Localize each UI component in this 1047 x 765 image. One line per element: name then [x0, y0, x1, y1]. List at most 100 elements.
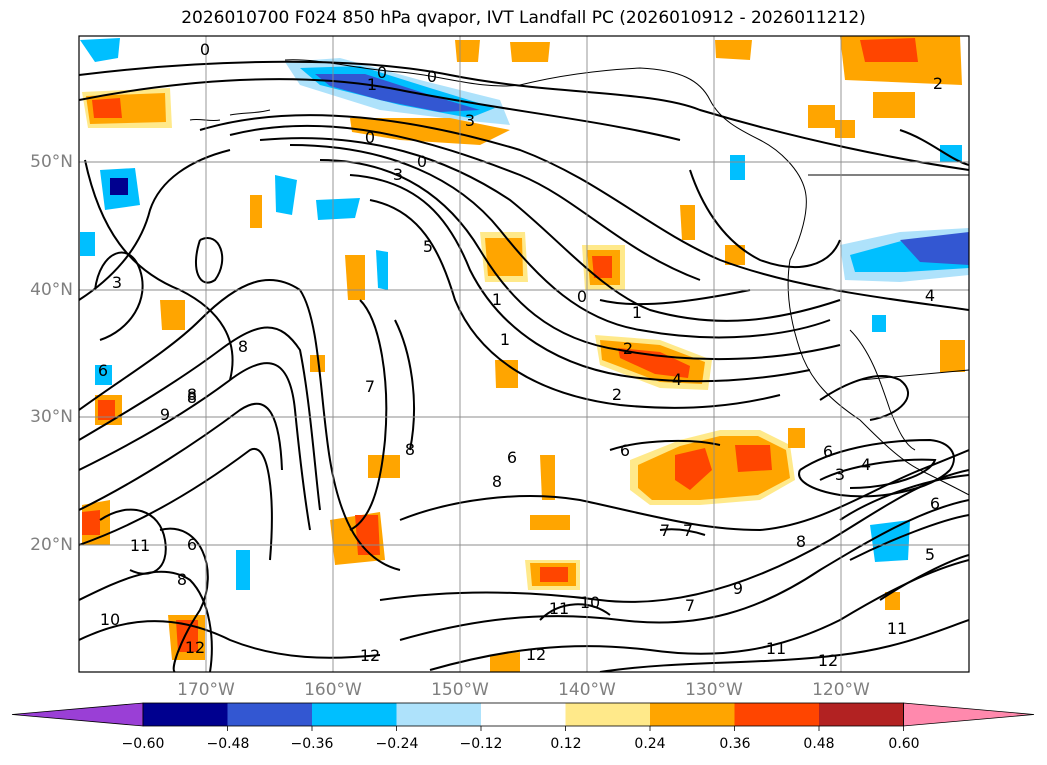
lon-label-150w: 150°W: [431, 680, 489, 700]
neg-patch: [940, 145, 962, 162]
lon-label-160w: 160°W: [304, 680, 362, 700]
contour-label: 8: [238, 337, 248, 356]
contour-label: 7: [683, 521, 693, 540]
contour-line: [539, 603, 611, 621]
contour-label: 12: [818, 651, 838, 670]
neg-patch: [95, 365, 112, 385]
colorbar-extend-min: [11, 702, 144, 727]
colorbar-segment: [227, 703, 313, 726]
pos-patch: [860, 38, 918, 62]
pos-patch: [530, 515, 570, 530]
lat-label-30n: 30°N: [30, 407, 73, 427]
contour-label: 6: [187, 535, 197, 554]
contour-lines-layer: [79, 60, 969, 672]
contour-line: [79, 402, 283, 511]
contour-label: 10: [100, 610, 120, 629]
contour-label: 6: [823, 442, 833, 461]
contour-line: [819, 458, 937, 489]
contour-label: 8: [187, 388, 197, 407]
contour-line: [879, 554, 969, 601]
contour-label: 12: [185, 638, 205, 657]
lon-label-120w: 120°W: [812, 680, 870, 700]
contour-label: 7: [660, 521, 670, 540]
pos-patch: [618, 348, 690, 378]
pos-patch: [345, 255, 365, 300]
contour-label: 11: [766, 639, 786, 658]
colorbar-tick-label: 0.24: [634, 736, 666, 752]
contour-line: [195, 237, 224, 284]
contour-label: 3: [465, 111, 475, 130]
contour-line: [379, 469, 969, 603]
border-us-mexico: [859, 369, 969, 381]
pos-patch: [98, 400, 115, 420]
coastline-islands: [189, 109, 271, 122]
contour-line: [394, 319, 415, 451]
colorbar-tick-label: −0.24: [375, 736, 419, 752]
neg-patch: [376, 250, 388, 290]
contour-label: 0: [427, 67, 437, 86]
contour-label: 6: [930, 494, 940, 513]
contour-label: 11: [549, 599, 569, 618]
contour-line: [899, 129, 969, 166]
lon-label-140w: 140°W: [558, 680, 616, 700]
contour-label: 4: [925, 286, 935, 305]
contour-label: 9: [733, 579, 743, 598]
contour-line: [79, 326, 321, 511]
contour-line: [659, 528, 706, 536]
colorbar-segment: [143, 703, 228, 726]
pos-patch: [92, 98, 122, 118]
contour-line: [369, 199, 781, 409]
coastline-layer: [189, 59, 969, 496]
colorbar-segment: [396, 703, 482, 726]
pos-patch: [455, 40, 480, 62]
pos-patch: [715, 40, 752, 60]
contour-label: 3: [112, 273, 122, 292]
contour-line: [289, 144, 831, 339]
neg-patch: [872, 315, 886, 332]
contour-label: 2: [933, 74, 943, 93]
coastline-alaska: [284, 59, 969, 496]
contour-label: 10: [580, 593, 600, 612]
neg-patch: [275, 175, 297, 215]
contour-label: 0: [365, 128, 375, 147]
contour-line: [609, 439, 721, 451]
contour-line: [349, 299, 388, 531]
pos-patch: [82, 510, 100, 535]
lon-label-130w: 130°W: [685, 680, 743, 700]
colorbar-tick-label: −0.48: [206, 736, 250, 752]
contour-line: [319, 159, 841, 361]
colorbar-segment: [565, 703, 651, 726]
colorbar-tick-label: 0.48: [803, 736, 835, 752]
pos-patch: [510, 42, 550, 62]
contour-label: 7: [365, 377, 375, 396]
contour-label: 9: [160, 405, 170, 424]
pos-patch: [540, 455, 555, 500]
contour-label: 1: [500, 330, 510, 349]
pos-patch: [592, 256, 612, 278]
contour-line: [798, 438, 955, 498]
contour-label: 3: [393, 165, 403, 184]
contour-label: 8: [796, 532, 806, 551]
contour-line: [79, 620, 381, 659]
colorbar-frame: [142, 702, 904, 727]
contour-label: 6: [507, 448, 517, 467]
neg-patch: [236, 550, 250, 590]
contour-line: [259, 137, 841, 322]
contour-label: 0: [417, 152, 427, 171]
pos-patch: [680, 205, 695, 240]
pos-patch: [495, 360, 518, 388]
contour-line: [159, 527, 209, 672]
neg-patch: [80, 232, 95, 256]
pos-patch: [355, 515, 380, 555]
contour-line: [79, 78, 681, 141]
contour-label: 8: [187, 385, 197, 404]
contour-line: [199, 114, 969, 311]
contour-line: [79, 60, 969, 171]
contour-label: 11: [887, 619, 907, 638]
neg-patch: [80, 38, 120, 62]
contour-label: 5: [423, 237, 433, 256]
contour-line: [599, 289, 751, 306]
contour-line: [79, 362, 311, 531]
pos-patch: [885, 592, 900, 610]
lat-label-50n: 50°N: [30, 152, 73, 172]
